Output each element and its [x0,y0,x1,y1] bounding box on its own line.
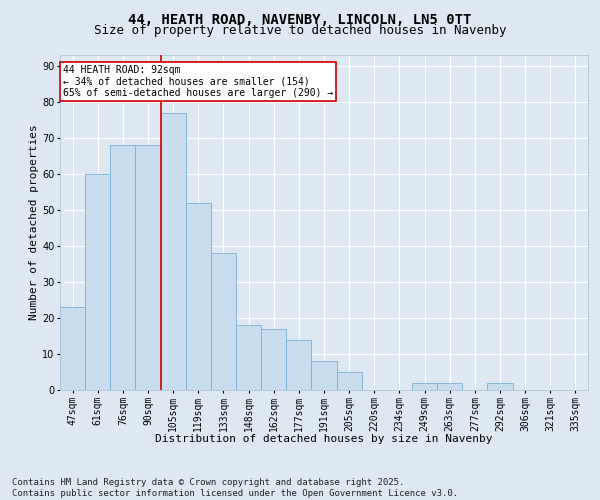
Bar [211,253,236,390]
Bar [60,307,85,390]
Bar [412,383,437,390]
Bar [110,145,136,390]
Bar [236,325,261,390]
Y-axis label: Number of detached properties: Number of detached properties [29,124,39,320]
Bar [186,202,211,390]
Text: Size of property relative to detached houses in Navenby: Size of property relative to detached ho… [94,24,506,37]
Bar [161,112,186,390]
Bar [286,340,311,390]
Bar [337,372,362,390]
Bar [487,383,512,390]
Text: Contains HM Land Registry data © Crown copyright and database right 2025.
Contai: Contains HM Land Registry data © Crown c… [12,478,458,498]
Bar [311,361,337,390]
Bar [437,383,462,390]
Text: 44 HEATH ROAD: 92sqm
← 34% of detached houses are smaller (154)
65% of semi-deta: 44 HEATH ROAD: 92sqm ← 34% of detached h… [62,65,333,98]
Bar [136,145,161,390]
Bar [261,329,286,390]
Text: 44, HEATH ROAD, NAVENBY, LINCOLN, LN5 0TT: 44, HEATH ROAD, NAVENBY, LINCOLN, LN5 0T… [128,12,472,26]
X-axis label: Distribution of detached houses by size in Navenby: Distribution of detached houses by size … [155,434,493,444]
Bar [85,174,110,390]
